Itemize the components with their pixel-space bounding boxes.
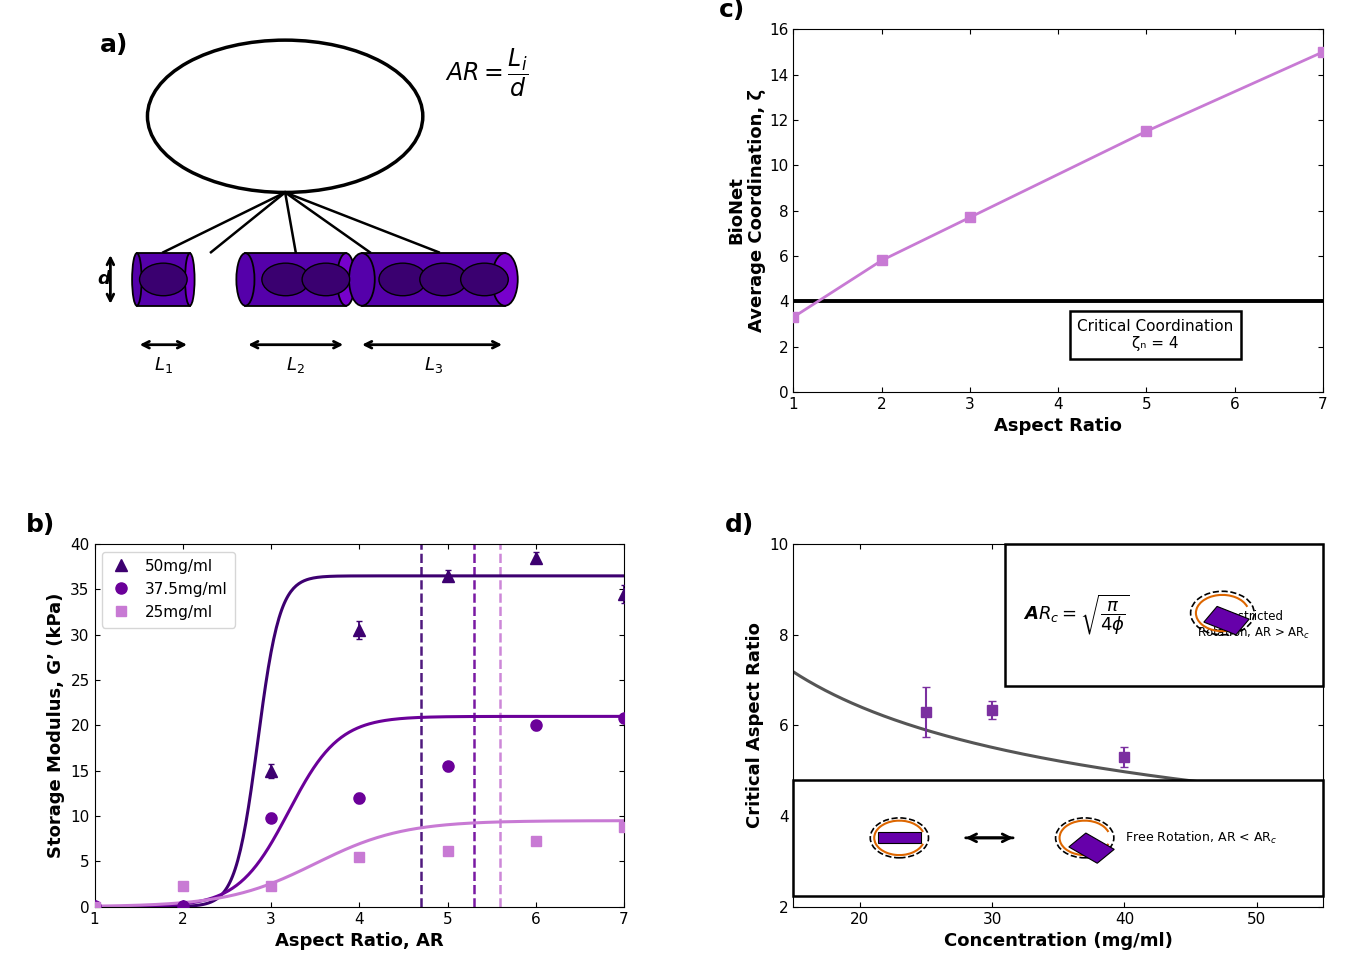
FancyBboxPatch shape bbox=[1006, 544, 1323, 685]
Ellipse shape bbox=[350, 254, 375, 306]
Ellipse shape bbox=[262, 263, 309, 295]
37.5mg/ml bbox=[263, 812, 279, 824]
37.5mg/ml bbox=[86, 901, 103, 913]
Text: $\boldsymbol{AR_c} = \sqrt{\dfrac{\pi}{4\phi}}$: $\boldsymbol{AR_c} = \sqrt{\dfrac{\pi}{4… bbox=[1023, 593, 1130, 637]
FancyBboxPatch shape bbox=[794, 780, 1323, 896]
25mg/ml bbox=[528, 835, 544, 846]
Ellipse shape bbox=[139, 263, 188, 295]
50mg/ml bbox=[616, 588, 632, 600]
Ellipse shape bbox=[420, 263, 467, 295]
Bar bbox=[1069, 833, 1114, 863]
Text: a): a) bbox=[100, 33, 128, 57]
Line: 50mg/ml: 50mg/ml bbox=[89, 552, 629, 912]
Text: c): c) bbox=[720, 0, 745, 22]
50mg/ml bbox=[86, 901, 103, 913]
Text: d): d) bbox=[725, 513, 753, 537]
50mg/ml bbox=[439, 570, 455, 582]
Text: d: d bbox=[97, 270, 111, 289]
Y-axis label: Storage Modulus, G’ (kPa): Storage Modulus, G’ (kPa) bbox=[47, 593, 65, 858]
Ellipse shape bbox=[132, 254, 142, 306]
Ellipse shape bbox=[491, 254, 518, 306]
Bar bbox=[362, 254, 505, 306]
37.5mg/ml bbox=[351, 792, 367, 803]
Line: 25mg/ml: 25mg/ml bbox=[89, 822, 629, 912]
Bar bbox=[136, 254, 190, 306]
Text: $L_3$: $L_3$ bbox=[424, 355, 443, 374]
37.5mg/ml bbox=[616, 713, 632, 724]
Text: $L_2$: $L_2$ bbox=[286, 355, 305, 374]
37.5mg/ml bbox=[528, 720, 544, 731]
Text: Critical Coordination
ζₙ = 4: Critical Coordination ζₙ = 4 bbox=[1077, 319, 1234, 351]
25mg/ml bbox=[351, 851, 367, 863]
50mg/ml bbox=[351, 624, 367, 636]
Text: Free Rotation, AR < AR$_c$: Free Rotation, AR < AR$_c$ bbox=[1125, 830, 1277, 846]
X-axis label: Concentration (mg/ml): Concentration (mg/ml) bbox=[944, 932, 1173, 951]
Ellipse shape bbox=[460, 263, 508, 295]
X-axis label: Aspect Ratio: Aspect Ratio bbox=[995, 417, 1122, 435]
Ellipse shape bbox=[236, 254, 254, 306]
25mg/ml bbox=[616, 821, 632, 833]
Line: 37.5mg/ml: 37.5mg/ml bbox=[89, 713, 629, 912]
50mg/ml bbox=[528, 552, 544, 564]
25mg/ml bbox=[439, 844, 455, 856]
Y-axis label: BioNet
Average Coordination, ζ: BioNet Average Coordination, ζ bbox=[728, 89, 767, 332]
50mg/ml bbox=[174, 900, 190, 912]
Bar bbox=[246, 254, 346, 306]
X-axis label: Aspect Ratio, AR: Aspect Ratio, AR bbox=[275, 932, 444, 951]
Text: $AR = \dfrac{L_i}{d}$: $AR = \dfrac{L_i}{d}$ bbox=[444, 47, 528, 99]
50mg/ml bbox=[263, 765, 279, 777]
37.5mg/ml bbox=[174, 901, 190, 913]
37.5mg/ml bbox=[439, 760, 455, 772]
Ellipse shape bbox=[302, 263, 350, 295]
25mg/ml bbox=[86, 901, 103, 913]
Bar bbox=[879, 833, 921, 843]
25mg/ml bbox=[263, 880, 279, 892]
Ellipse shape bbox=[185, 254, 194, 306]
Bar bbox=[1204, 606, 1249, 635]
Text: Restricted
Rotation, AR > AR$_c$: Restricted Rotation, AR > AR$_c$ bbox=[1197, 610, 1311, 642]
Y-axis label: Critical Aspect Ratio: Critical Aspect Ratio bbox=[745, 622, 764, 829]
Legend: 50mg/ml, 37.5mg/ml, 25mg/ml: 50mg/ml, 37.5mg/ml, 25mg/ml bbox=[103, 552, 235, 628]
Ellipse shape bbox=[379, 263, 427, 295]
Text: $L_1$: $L_1$ bbox=[154, 355, 173, 374]
Text: b): b) bbox=[26, 513, 55, 537]
Ellipse shape bbox=[338, 254, 355, 306]
25mg/ml bbox=[174, 880, 190, 892]
